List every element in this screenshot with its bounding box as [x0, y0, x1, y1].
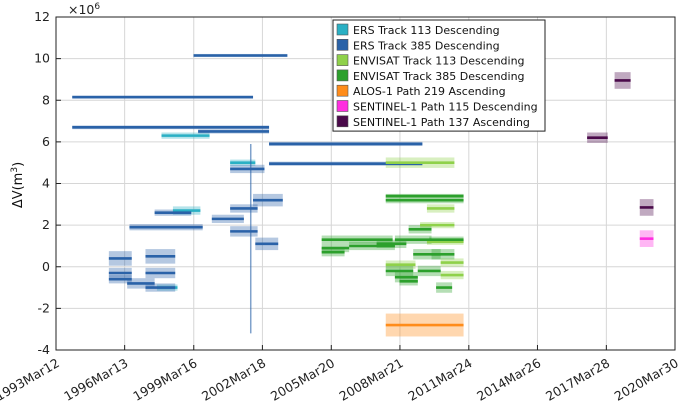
x-tick-label: 2017Mar28 — [543, 355, 612, 404]
y-tick-label: 4 — [42, 176, 50, 191]
y-tick-label: -2 — [38, 300, 50, 315]
y-tick-label: 12 — [34, 9, 50, 24]
x-tick-label: 2020Mar30 — [612, 355, 681, 404]
y-axis-label-main: ΔV(m — [11, 173, 26, 209]
x-tick-label: 2011Mar24 — [405, 355, 474, 404]
legend-entry: ENVISAT Track 385 Descending — [353, 70, 525, 83]
interval-lines — [72, 54, 654, 334]
legend-entry: SENTINEL-1 Path 137 Ascending — [353, 116, 530, 129]
legend-swatch — [336, 23, 349, 36]
exponent-power: 6 — [94, 2, 100, 12]
legend-swatch — [336, 84, 349, 97]
exponent-prefix: ×10 — [68, 2, 94, 17]
y-axis-label: ΔV(m3) — [10, 162, 26, 208]
x-tick-label: 2002Mar18 — [199, 355, 268, 404]
y-tick-label: 6 — [42, 134, 50, 149]
legend-entry: ENVISAT Track 113 Descending — [353, 55, 525, 68]
y-tick-label: 0 — [42, 259, 50, 274]
legend-entry: ERS Track 113 Descending — [353, 24, 500, 37]
y-axis-label-close: ) — [11, 162, 26, 167]
x-tick-label: 1993Mar12 — [0, 355, 62, 404]
legend-swatch — [336, 38, 349, 51]
x-tick-label: 2008Mar21 — [337, 355, 406, 404]
legend-swatch — [336, 115, 349, 128]
legend-entry: ALOS-1 Path 219 Ascending — [353, 85, 506, 98]
x-tick-label: 1996Mar13 — [61, 355, 130, 404]
legend-swatch — [336, 54, 349, 66]
y-axis-label-sup: 3 — [10, 167, 20, 173]
x-tick-label: 2005Mar20 — [268, 355, 337, 404]
y-tick-label: 10 — [34, 51, 50, 66]
y-tick-label: -4 — [38, 342, 51, 357]
x-tick-label: 2014Mar26 — [474, 355, 543, 404]
y-tick-label: 8 — [42, 92, 50, 107]
axes — [55, 16, 676, 351]
legend-box — [332, 19, 546, 132]
legend-swatch — [336, 69, 349, 82]
legend-swatch — [336, 100, 349, 112]
exponent-label: ×106 — [68, 2, 100, 17]
legend-entry: ERS Track 385 Descending — [353, 39, 500, 52]
x-tick-label: 1999Mar16 — [130, 355, 199, 404]
y-tick-label: 2 — [42, 217, 50, 232]
legend-entry: SENTINEL-1 Path 115 Descending — [353, 101, 538, 114]
legend: ERS Track 113 Descending ERS Track 385 De… — [332, 19, 546, 132]
